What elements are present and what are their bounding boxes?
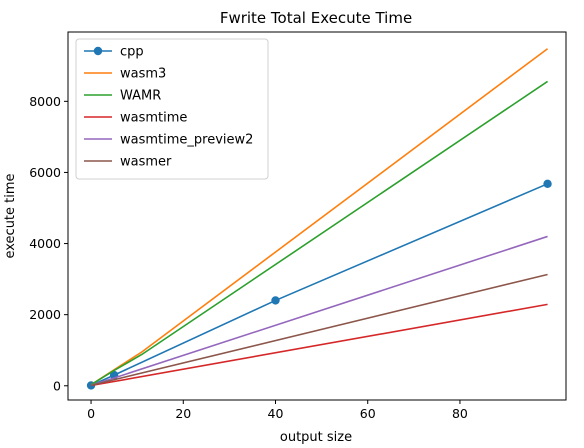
series-line-cpp — [90, 183, 548, 387]
legend-label-wasmer: wasmer — [120, 155, 172, 170]
chart-title: Fwrite Total Execute Time — [220, 9, 412, 27]
legend-label-wasmtime_preview2: wasmtime_preview2 — [120, 133, 253, 148]
data-point — [271, 296, 280, 305]
legend-label-cpp: cpp — [120, 45, 144, 60]
y-tick-label: 2000 — [29, 307, 61, 322]
legend-label-WAMR: WAMR — [120, 89, 161, 104]
axes-frame — [67, 31, 567, 401]
legend-label-wasmtime: wasmtime — [120, 111, 187, 126]
series-line-wasmer — [90, 273, 548, 387]
y-tick-label: 4000 — [29, 236, 61, 251]
x-axis-label: output size — [280, 430, 352, 445]
y-tick-label: 0 — [53, 378, 61, 393]
x-tick-label: 80 — [452, 406, 468, 421]
legend-box — [75, 38, 269, 180]
x-tick-label: 0 — [87, 406, 95, 421]
axes: 0 20 40 60 80 0 2000 4000 6000 8000 — [29, 31, 567, 421]
series-line-WAMR — [90, 80, 549, 386]
y-tick-label: 8000 — [29, 94, 61, 109]
legend-marker — [93, 46, 103, 56]
legend-label-wasm3: wasm3 — [120, 67, 166, 82]
x-tick-label: 60 — [360, 406, 376, 421]
y-axis-label: execute time — [3, 173, 18, 258]
y-tick-label: 6000 — [29, 165, 61, 180]
data-point — [543, 179, 552, 189]
legend: cpp wasm3 WAMR wasmtime wasmtime_preview2was… — [75, 38, 269, 180]
x-tick-label: 40 — [268, 406, 284, 421]
x-tick-label: 20 — [175, 406, 191, 421]
plot-area — [86, 48, 552, 390]
